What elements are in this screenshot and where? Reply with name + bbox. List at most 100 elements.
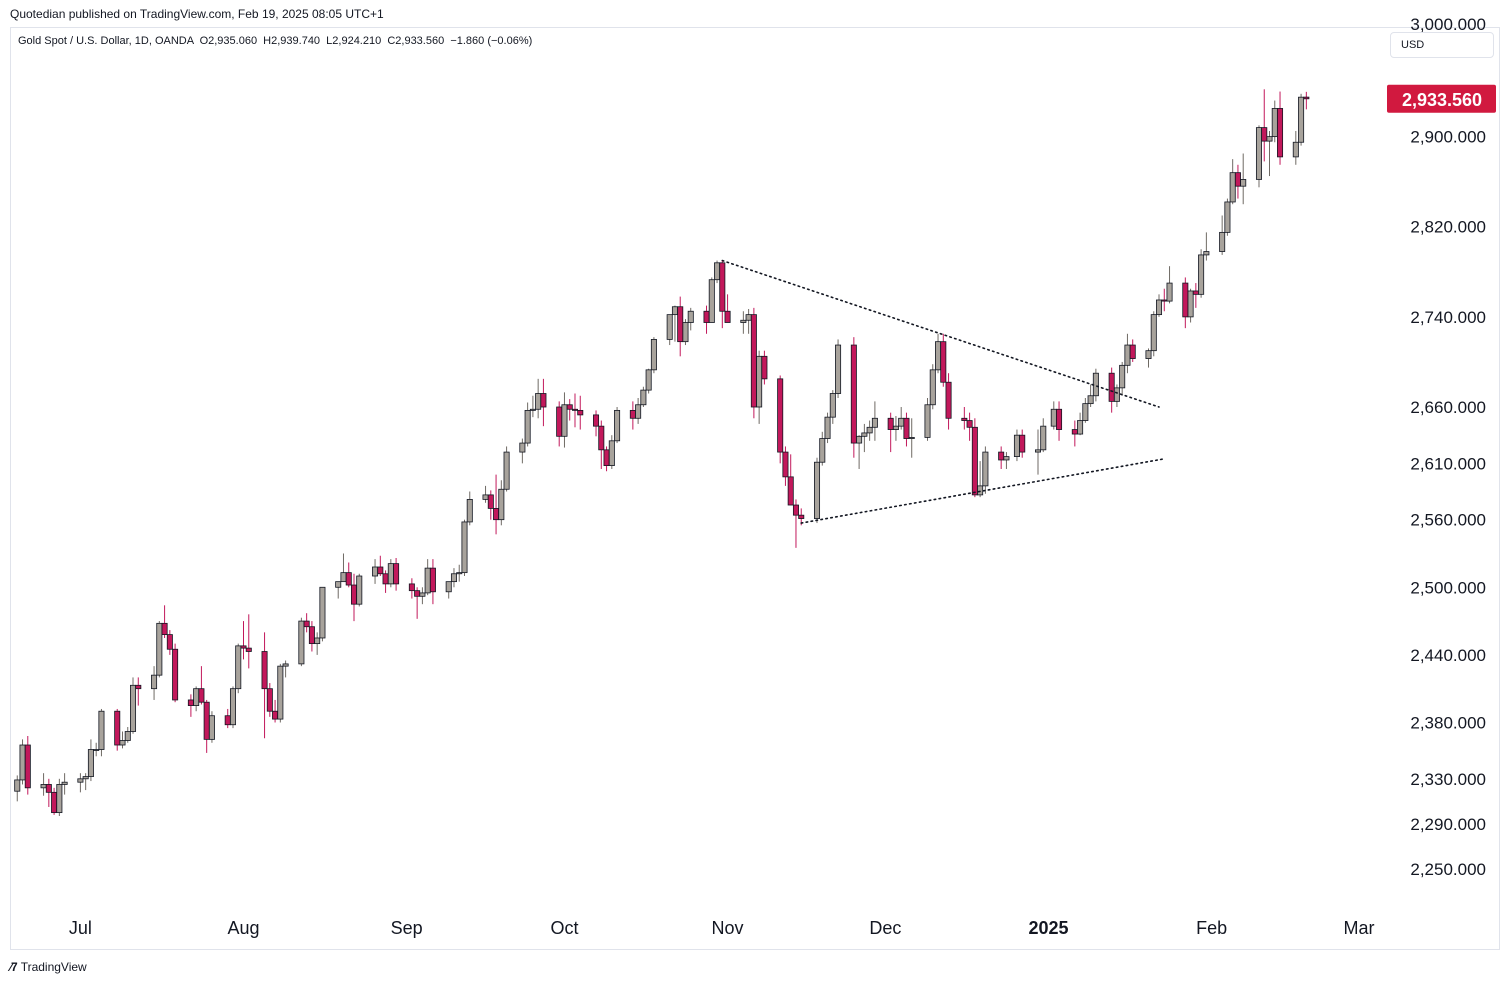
candle[interactable] xyxy=(1129,339,1136,362)
candle[interactable] xyxy=(556,401,563,447)
candle[interactable] xyxy=(792,499,799,548)
candle[interactable] xyxy=(1271,100,1278,143)
candle[interactable] xyxy=(593,410,600,437)
candle[interactable] xyxy=(871,401,878,441)
trendline[interactable] xyxy=(721,259,1160,408)
candle[interactable] xyxy=(1192,283,1199,308)
candle[interactable] xyxy=(640,386,647,408)
candle[interactable] xyxy=(1087,384,1094,408)
candle[interactable] xyxy=(1234,164,1241,199)
candle[interactable] xyxy=(282,660,289,678)
candle[interactable] xyxy=(924,398,931,441)
candle[interactable] xyxy=(677,296,684,357)
candle[interactable] xyxy=(350,573,357,622)
candle[interactable] xyxy=(1019,429,1026,458)
candle[interactable] xyxy=(345,562,352,588)
candle[interactable] xyxy=(372,559,379,584)
candle[interactable] xyxy=(777,375,784,464)
candle[interactable] xyxy=(708,277,715,323)
candle[interactable] xyxy=(1082,398,1089,423)
candle[interactable] xyxy=(1255,125,1262,188)
candle[interactable] xyxy=(850,337,857,458)
candle[interactable] xyxy=(1161,288,1168,312)
candle[interactable] xyxy=(814,457,821,524)
candle[interactable] xyxy=(461,519,468,577)
candle[interactable] xyxy=(940,333,947,387)
candle[interactable] xyxy=(566,399,573,421)
candle[interactable] xyxy=(429,559,436,605)
candle[interactable] xyxy=(614,407,621,444)
candle[interactable] xyxy=(303,613,310,633)
candle[interactable] xyxy=(935,333,942,374)
currency-selector[interactable]: USD xyxy=(1390,32,1494,58)
candle[interactable] xyxy=(629,401,636,430)
candle[interactable] xyxy=(1003,452,1010,469)
candle[interactable] xyxy=(377,555,384,577)
candle[interactable] xyxy=(245,614,252,669)
candle[interactable] xyxy=(719,260,726,329)
candle[interactable] xyxy=(1077,412,1084,436)
candle[interactable] xyxy=(335,581,342,599)
candle[interactable] xyxy=(45,778,52,807)
candle[interactable] xyxy=(671,305,678,342)
candle[interactable] xyxy=(456,564,463,582)
candle[interactable] xyxy=(187,694,194,717)
candle[interactable] xyxy=(1298,93,1305,146)
candle[interactable] xyxy=(503,446,510,492)
candle[interactable] xyxy=(1198,249,1205,298)
candle[interactable] xyxy=(1219,215,1226,255)
candle[interactable] xyxy=(1224,198,1231,236)
candle[interactable] xyxy=(866,420,873,441)
candle[interactable] xyxy=(966,412,973,441)
candle[interactable] xyxy=(493,474,500,535)
candle[interactable] xyxy=(571,393,578,428)
candle[interactable] xyxy=(577,395,584,430)
candle[interactable] xyxy=(824,412,831,444)
candle[interactable] xyxy=(535,378,542,419)
candle[interactable] xyxy=(650,337,657,374)
candle[interactable] xyxy=(240,621,247,660)
candle[interactable] xyxy=(356,573,363,607)
candle[interactable] xyxy=(1050,401,1057,430)
candle[interactable] xyxy=(782,446,789,486)
trendline[interactable] xyxy=(800,458,1166,524)
candle[interactable] xyxy=(892,416,899,441)
candle[interactable] xyxy=(1240,153,1247,205)
candle[interactable] xyxy=(424,559,431,596)
candle[interactable] xyxy=(608,435,615,469)
candle[interactable] xyxy=(161,605,168,638)
candle[interactable] xyxy=(529,395,536,418)
candle[interactable] xyxy=(208,711,215,743)
candle[interactable] xyxy=(166,630,173,655)
candle[interactable] xyxy=(903,412,910,447)
candle[interactable] xyxy=(450,568,457,588)
symbol-legend[interactable]: Gold Spot / U.S. Dollar, 1D, OANDA O2,93… xyxy=(18,35,533,47)
candle[interactable] xyxy=(1040,418,1047,453)
candle[interactable] xyxy=(130,677,137,734)
candle[interactable] xyxy=(151,666,158,700)
candle[interactable] xyxy=(340,553,347,583)
candle[interactable] xyxy=(703,305,710,334)
footer-brand[interactable]: ⁄7 TradingView xyxy=(10,960,87,974)
candle[interactable] xyxy=(203,699,210,753)
candle[interactable] xyxy=(198,666,205,705)
candle[interactable] xyxy=(40,773,47,796)
candle[interactable] xyxy=(1156,294,1163,317)
candle[interactable] xyxy=(982,446,989,494)
candle[interactable] xyxy=(519,438,526,464)
candle[interactable] xyxy=(408,578,415,599)
candle[interactable] xyxy=(666,314,673,346)
candle[interactable] xyxy=(598,420,605,469)
candle[interactable] xyxy=(682,319,689,346)
candle[interactable] xyxy=(482,485,489,503)
candle[interactable] xyxy=(1182,277,1189,329)
candle[interactable] xyxy=(971,418,978,498)
candle[interactable] xyxy=(414,587,421,619)
candle[interactable] xyxy=(1071,420,1078,447)
candle[interactable] xyxy=(277,663,284,723)
candle[interactable] xyxy=(308,621,315,652)
candle[interactable] xyxy=(193,686,200,712)
candle[interactable] xyxy=(114,708,121,751)
candle[interactable] xyxy=(98,708,105,757)
